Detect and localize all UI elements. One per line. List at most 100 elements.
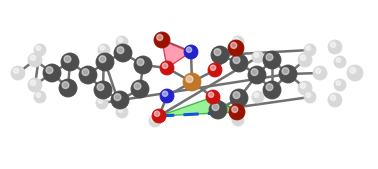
Circle shape xyxy=(118,38,122,42)
Circle shape xyxy=(252,51,264,63)
Circle shape xyxy=(252,91,264,103)
Circle shape xyxy=(229,104,245,120)
Circle shape xyxy=(118,108,122,112)
Circle shape xyxy=(212,104,219,111)
Circle shape xyxy=(62,82,69,89)
Circle shape xyxy=(336,58,341,62)
Circle shape xyxy=(313,66,327,80)
Circle shape xyxy=(228,40,244,56)
Circle shape xyxy=(211,46,229,64)
Circle shape xyxy=(232,106,238,113)
Circle shape xyxy=(232,36,244,48)
Circle shape xyxy=(30,55,36,61)
Circle shape xyxy=(111,91,129,109)
Circle shape xyxy=(251,69,258,76)
Circle shape xyxy=(304,91,316,103)
Circle shape xyxy=(266,54,273,61)
Circle shape xyxy=(117,47,124,54)
Circle shape xyxy=(46,67,53,74)
Circle shape xyxy=(209,101,227,119)
Circle shape xyxy=(330,95,336,100)
Circle shape xyxy=(99,56,106,63)
Circle shape xyxy=(154,32,170,48)
Circle shape xyxy=(347,65,363,81)
Circle shape xyxy=(211,65,216,70)
Circle shape xyxy=(336,81,341,85)
Circle shape xyxy=(36,93,40,97)
Circle shape xyxy=(230,54,248,72)
Circle shape xyxy=(279,65,297,83)
Circle shape xyxy=(114,44,132,62)
Circle shape xyxy=(96,53,114,71)
Circle shape xyxy=(282,68,289,75)
Circle shape xyxy=(186,47,192,52)
Circle shape xyxy=(43,64,61,82)
Circle shape xyxy=(134,56,152,74)
Circle shape xyxy=(304,44,316,56)
Circle shape xyxy=(98,44,110,56)
Circle shape xyxy=(163,91,168,96)
Circle shape xyxy=(263,51,281,69)
Circle shape xyxy=(134,83,141,90)
Circle shape xyxy=(232,114,244,126)
Circle shape xyxy=(100,46,105,50)
Circle shape xyxy=(98,99,102,103)
Circle shape xyxy=(298,81,312,95)
Circle shape xyxy=(350,67,356,74)
Circle shape xyxy=(301,55,306,61)
Circle shape xyxy=(64,56,71,63)
Circle shape xyxy=(152,109,166,123)
Circle shape xyxy=(30,80,36,85)
Circle shape xyxy=(301,83,306,88)
Circle shape xyxy=(186,76,193,82)
Polygon shape xyxy=(162,40,191,68)
Circle shape xyxy=(97,84,104,91)
Circle shape xyxy=(28,53,42,67)
Circle shape xyxy=(298,53,312,67)
Circle shape xyxy=(28,78,42,92)
Circle shape xyxy=(315,68,321,73)
Circle shape xyxy=(208,92,214,97)
Circle shape xyxy=(234,38,239,42)
Circle shape xyxy=(254,53,259,57)
Circle shape xyxy=(96,97,108,109)
Polygon shape xyxy=(159,97,237,116)
Circle shape xyxy=(214,49,221,56)
Circle shape xyxy=(330,42,336,47)
Circle shape xyxy=(59,79,77,97)
Circle shape xyxy=(82,69,89,76)
Circle shape xyxy=(328,93,342,107)
Circle shape xyxy=(36,46,40,50)
Circle shape xyxy=(208,63,222,77)
Circle shape xyxy=(160,61,174,75)
Circle shape xyxy=(163,63,168,68)
Circle shape xyxy=(184,45,198,59)
Circle shape xyxy=(160,89,174,103)
Circle shape xyxy=(183,73,201,91)
Circle shape xyxy=(34,44,46,56)
Circle shape xyxy=(234,116,239,120)
Circle shape xyxy=(149,115,161,127)
Circle shape xyxy=(334,56,346,68)
Circle shape xyxy=(154,111,160,116)
Circle shape xyxy=(263,81,281,99)
Circle shape xyxy=(206,90,220,104)
Circle shape xyxy=(137,59,144,66)
Circle shape xyxy=(328,40,342,54)
Circle shape xyxy=(248,66,266,84)
Circle shape xyxy=(131,80,149,98)
Circle shape xyxy=(151,117,156,121)
Circle shape xyxy=(230,89,248,107)
Circle shape xyxy=(233,92,240,99)
Circle shape xyxy=(61,53,79,71)
Circle shape xyxy=(306,93,311,97)
Circle shape xyxy=(94,81,112,99)
Circle shape xyxy=(233,57,240,64)
Circle shape xyxy=(334,79,346,91)
Circle shape xyxy=(34,91,46,103)
Circle shape xyxy=(266,84,273,91)
Circle shape xyxy=(231,42,237,49)
Circle shape xyxy=(157,34,163,41)
Circle shape xyxy=(11,66,25,80)
Circle shape xyxy=(116,106,128,118)
